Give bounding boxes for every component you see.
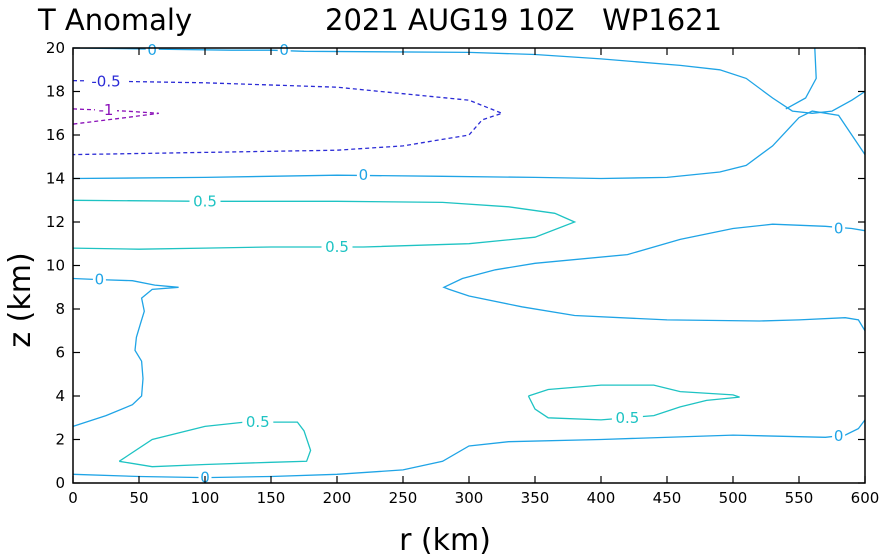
contour-line-6: [72, 199, 577, 250]
x-tick-label-11: 550: [785, 489, 814, 507]
contour-label-2: -0.5: [91, 73, 120, 91]
x-axis: 0 50 100 150 200 250 300 350 400 450 500 550 600: [68, 48, 879, 507]
contour-label-7: 0: [95, 271, 105, 289]
contour-line-7: [118, 421, 312, 468]
x-axis-label: r (km): [399, 523, 491, 558]
contour-label-5: 0.5: [193, 192, 217, 210]
y-tick-label-3: 6: [55, 344, 65, 362]
y-tick-label-2: 4: [55, 387, 65, 405]
x-tick-label-4: 200: [323, 489, 352, 507]
x-tick-label-1: 50: [129, 489, 148, 507]
contour-line-8: [527, 384, 740, 421]
contour-label-bg-0: [145, 42, 159, 59]
contour-label-1: 0: [279, 41, 289, 59]
x-tick-label-3: 150: [257, 489, 286, 507]
contour-line-5: [785, 47, 817, 110]
contour-label-bg-6: [321, 239, 353, 256]
y-tick-label-10: 20: [46, 39, 65, 57]
x-tick-label-10: 500: [719, 489, 748, 507]
contour-label-bg-12: [832, 428, 846, 445]
contour-line-0: [72, 419, 866, 479]
contour-line-9: [72, 79, 504, 156]
contour-label-6: 0.5: [325, 238, 349, 256]
plot-frame: [72, 47, 866, 484]
contour-label-bg-9: [242, 414, 274, 431]
contour-label-bg-7: [92, 271, 106, 288]
contour-label-bg-3: [95, 101, 117, 118]
contour-label-bg-5: [189, 193, 221, 210]
contour-label-4: 0: [359, 166, 369, 184]
contour-lines: [72, 47, 866, 479]
contour-label-bg-2: [86, 73, 126, 90]
chart-title-right: 2021 AUG19 10Z WP1621: [325, 3, 722, 37]
x-tick-label-12: 600: [851, 489, 879, 507]
y-axis: 0 2 4 6 8 10 12 14 16 18 20: [46, 39, 865, 492]
contour-label-bg-8: [832, 220, 846, 237]
y-tick-label-7: 14: [46, 170, 65, 188]
chart-title-left: T Anomaly: [37, 3, 192, 37]
y-tick-label-6: 12: [46, 213, 65, 231]
y-axis-label: z (km): [3, 252, 38, 347]
y-tick-label-9: 18: [46, 83, 65, 101]
contour-label-0: 0: [147, 41, 157, 59]
contour-label-9: 0.5: [246, 413, 270, 431]
y-tick-label-5: 10: [46, 257, 65, 275]
contour-line-2: [442, 223, 866, 332]
y-tick-label-8: 16: [46, 126, 65, 144]
x-tick-label-5: 250: [389, 489, 418, 507]
x-tick-label-0: 0: [68, 489, 78, 507]
contour-line-4: [72, 47, 866, 114]
y-tick-label-1: 2: [55, 431, 65, 449]
y-tick-label-4: 8: [55, 300, 65, 318]
contour-line-1: [72, 277, 179, 428]
contour-label-bg-4: [356, 167, 370, 184]
x-tick-label-6: 300: [455, 489, 484, 507]
x-tick-label-2: 100: [191, 489, 220, 507]
contour-label-8: 0: [834, 220, 844, 238]
x-tick-label-8: 400: [587, 489, 616, 507]
contour-label-10: 0.5: [615, 409, 639, 427]
contour-label-12: 0: [834, 427, 844, 445]
contour-label-bg-1: [277, 42, 291, 59]
contour-line-3: [72, 110, 866, 180]
contour-label-bg-10: [611, 409, 643, 426]
y-tick-label-0: 0: [55, 474, 65, 492]
contour-label-3: -1: [99, 101, 114, 119]
x-tick-label-9: 450: [653, 489, 682, 507]
x-tick-label-7: 350: [521, 489, 550, 507]
